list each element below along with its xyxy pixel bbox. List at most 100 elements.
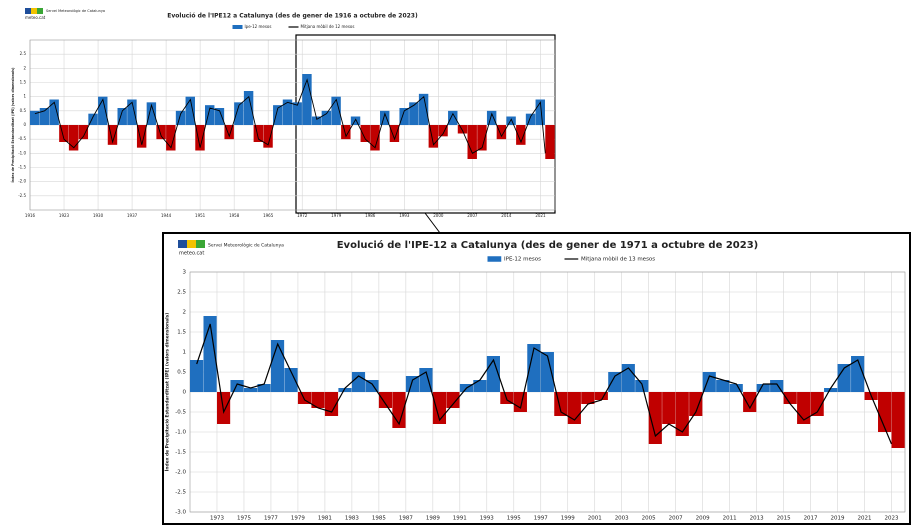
line (34, 78, 546, 154)
bar (78, 125, 89, 140)
x-tick-label: 2017 (804, 516, 818, 522)
y-tick-label: -1.0 (18, 150, 26, 155)
bar (545, 125, 555, 159)
y-tick-label: 2.5 (20, 51, 27, 56)
bar (284, 368, 298, 392)
x-tick-label: 2001 (588, 516, 602, 522)
x-tick-label: 2021 (535, 213, 546, 218)
bar (127, 99, 137, 125)
bar (190, 360, 204, 392)
bar (324, 392, 339, 416)
bar (49, 99, 59, 125)
bar (608, 372, 622, 392)
bar (438, 125, 448, 137)
bar (891, 392, 905, 448)
bar (675, 392, 689, 436)
bar (662, 392, 676, 424)
bar (166, 125, 176, 151)
logo-site: meteo.cat (179, 251, 204, 257)
bar (389, 125, 400, 142)
bar (263, 125, 273, 148)
bar (878, 392, 892, 432)
bar (302, 74, 312, 125)
x-tick-label: 2019 (831, 516, 845, 522)
x-tick-label: 1993 (480, 516, 494, 522)
bar (175, 110, 186, 125)
bar (59, 125, 69, 142)
y-tick-label: 0 (183, 390, 187, 396)
bar (729, 384, 743, 392)
bar (581, 392, 595, 404)
x-tick-label: 1986 (365, 213, 376, 218)
bar (473, 380, 487, 392)
bar (516, 125, 526, 145)
y-tick-label: -1.5 (175, 450, 186, 456)
bar (224, 125, 234, 140)
bar (506, 116, 516, 125)
bar (418, 93, 429, 125)
y-tick-label: -3.0 (175, 510, 186, 516)
bar (234, 102, 244, 125)
bar (648, 392, 662, 444)
y-tick-label: -1.5 (18, 165, 26, 170)
x-tick-label: 1979 (331, 213, 342, 218)
x-tick-label: 1930 (93, 213, 104, 218)
bar (535, 99, 545, 125)
x-tick-label: 1916 (25, 213, 36, 218)
logo-square (37, 8, 43, 14)
bar (253, 125, 264, 142)
bar (338, 388, 352, 392)
legend-swatch (232, 25, 243, 29)
x-tick-label: 1983 (345, 516, 359, 522)
bar (331, 96, 341, 125)
y-axis-label: Índex de Precipitació Estandarditzat (IP… (10, 67, 15, 183)
bar (257, 384, 271, 392)
logo-site: meteo.cat (25, 15, 46, 20)
logo-top: meteo.cat Servei Meteorològic de Catalun… (25, 8, 105, 20)
bar (810, 392, 824, 416)
x-tick-label: 1977 (264, 516, 278, 522)
x-tick-label: 1987 (399, 516, 413, 522)
x-tick-label: 1923 (59, 213, 70, 218)
bar (282, 99, 293, 125)
bar (297, 392, 312, 404)
legend-swatch (487, 256, 502, 262)
x-tick-label: 1973 (210, 516, 224, 522)
bar (513, 392, 527, 412)
bar (195, 125, 205, 151)
bar (851, 356, 865, 392)
bar (243, 91, 254, 125)
y-tick-label: -2.5 (175, 490, 186, 496)
x-tick-label: 1944 (161, 213, 172, 218)
bar (457, 125, 468, 134)
y-tick-label: 0 (23, 122, 26, 127)
y-tick-label: -1.0 (175, 430, 186, 436)
x-tick-label: 2011 (723, 516, 737, 522)
logo-zoom: meteo.cat Servei Meteorològic de Catalun… (178, 240, 284, 257)
x-tick-label: 1985 (372, 516, 386, 522)
x-tick-label: 1999 (561, 516, 575, 522)
logo-square (187, 240, 196, 248)
bar (743, 392, 757, 412)
bar (380, 110, 390, 125)
line (196, 323, 893, 445)
chart-title: Evolució de l'IPE-12 a Catalunya (des de… (337, 239, 759, 251)
x-tick-label: 1995 (507, 516, 521, 522)
x-tick-label: 1965 (263, 213, 274, 218)
bar (756, 384, 770, 392)
y-tick-label: 1.5 (20, 80, 27, 85)
y-tick-label: 2 (183, 310, 187, 316)
legend-label: IPE-12 mesos (504, 257, 541, 263)
x-tick-label: 2000 (433, 213, 444, 218)
bar (689, 392, 703, 416)
x-tick-label: 1958 (229, 213, 240, 218)
bar (405, 376, 420, 392)
legend-label: Ipe-12 mesos (245, 24, 272, 29)
bar (467, 125, 477, 159)
x-tick-label: 2013 (750, 516, 764, 522)
bar (117, 108, 127, 125)
logo-name: Servei Meteorològic de Catalunya (46, 9, 105, 13)
bar (321, 110, 332, 125)
x-tick-label: 1981 (318, 516, 332, 522)
